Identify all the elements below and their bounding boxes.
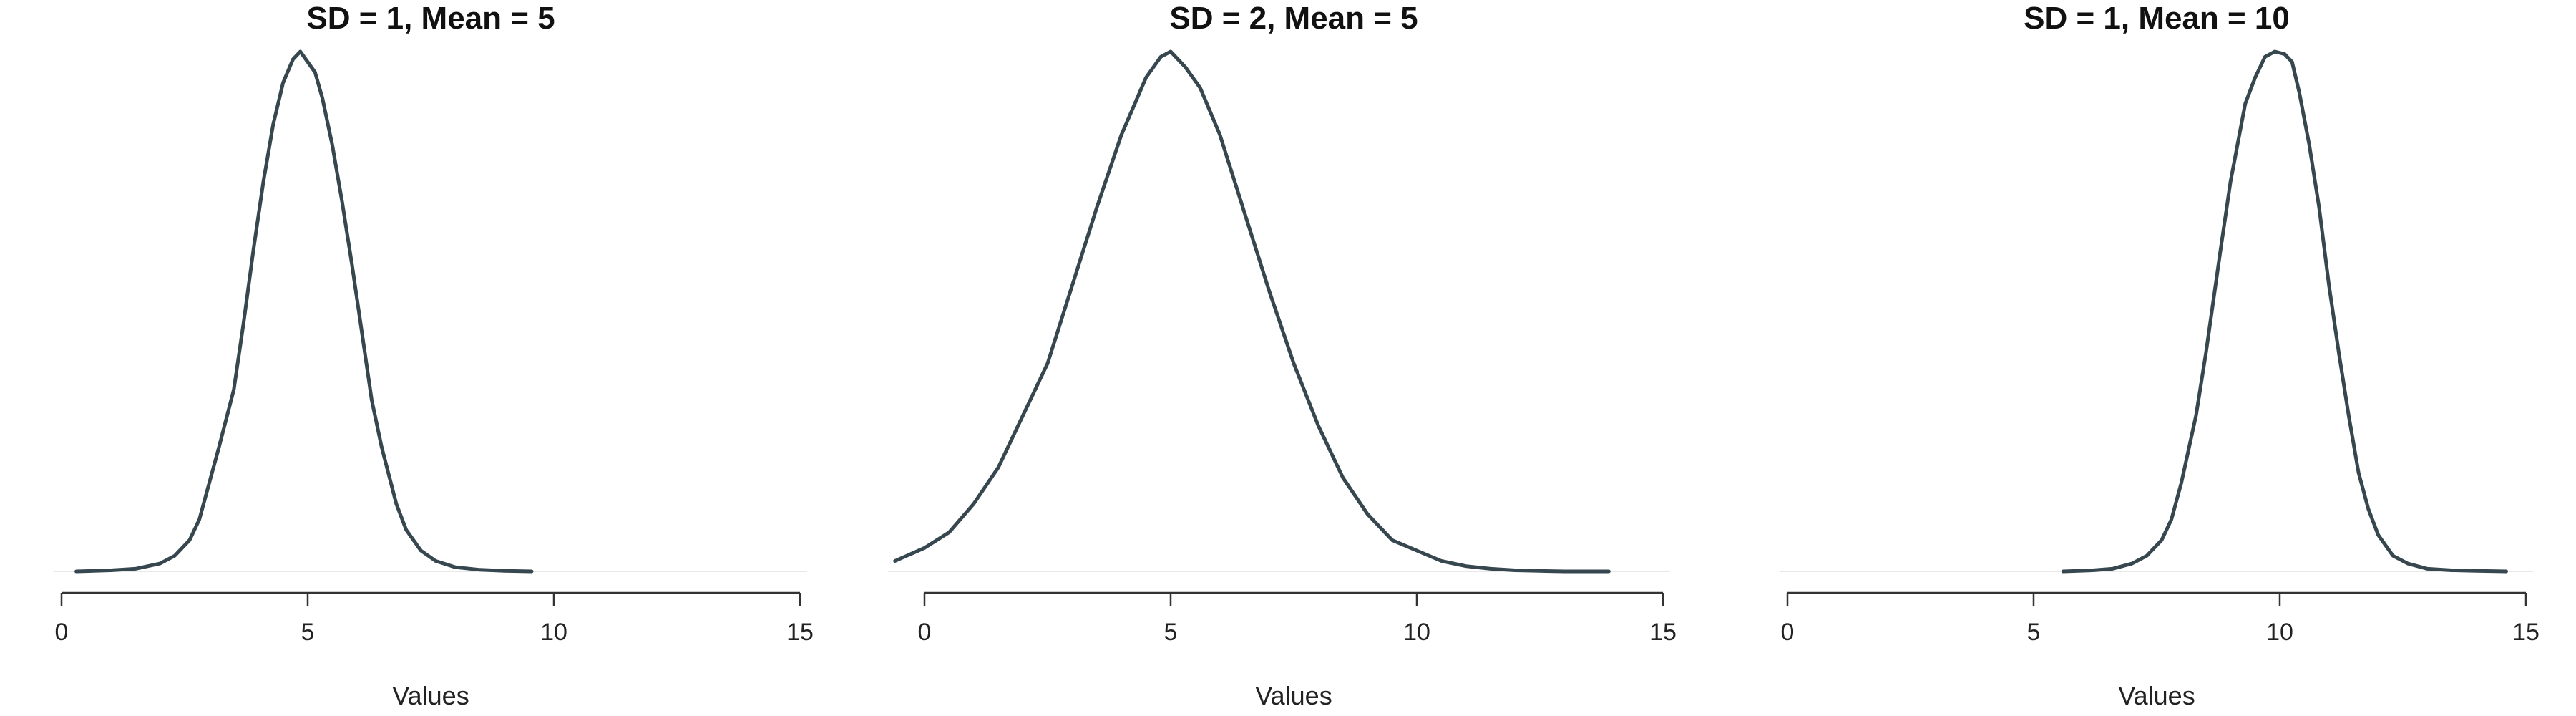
x-tick-label: 10: [540, 619, 567, 646]
panel-1: SD = 1, Mean = 5 0 5 10 15 Values: [54, 1, 814, 710]
x-axis-label: Values: [2118, 681, 2195, 710]
x-tick-label: 5: [301, 619, 315, 646]
panel-2: SD = 2, Mean = 5 0 5 10 15 Values: [887, 1, 1677, 710]
density-curve: [74, 49, 534, 574]
x-tick-label: 15: [2512, 619, 2540, 646]
x-axis-label: Values: [392, 681, 469, 710]
density-curve: [893, 49, 1611, 574]
x-tick-label: 5: [1164, 619, 1178, 646]
x-tick-label: 0: [1781, 619, 1795, 646]
x-tick-label: 10: [2266, 619, 2293, 646]
x-tick-label: 15: [786, 619, 814, 646]
panel-title: SD = 1, Mean = 10: [2024, 1, 2290, 36]
x-axis-label: Values: [1255, 681, 1332, 710]
panel-title: SD = 2, Mean = 5: [1169, 1, 1418, 36]
x-tick-label: 10: [1403, 619, 1430, 646]
density-curve: [2061, 49, 2508, 574]
x-tick-label: 0: [918, 619, 932, 646]
x-tick-label: 5: [2027, 619, 2041, 646]
x-tick-label: 15: [1649, 619, 1677, 646]
x-tick-label: 0: [55, 619, 69, 646]
panel-3: SD = 1, Mean = 10 0 5 10 15 Values: [1780, 1, 2540, 710]
panel-title: SD = 1, Mean = 5: [306, 1, 555, 36]
